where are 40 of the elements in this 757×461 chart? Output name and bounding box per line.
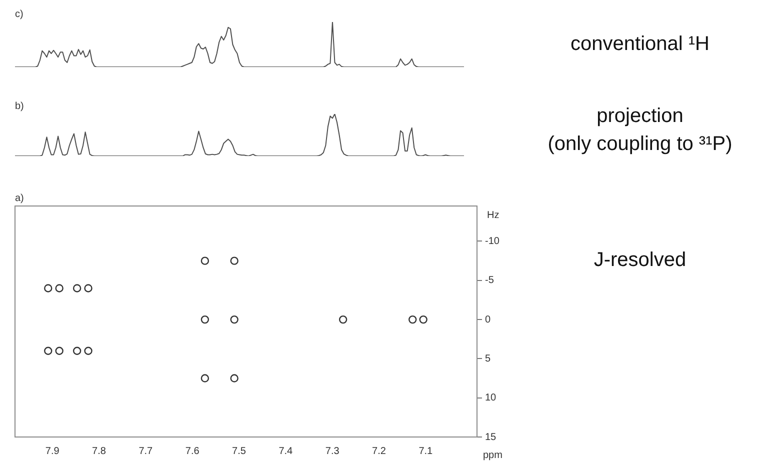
point — [55, 346, 64, 355]
x-tick-label: 7.3 — [325, 446, 340, 457]
y-tick-label: -5 — [485, 275, 494, 286]
y-tick-label: 15 — [485, 432, 497, 443]
point — [230, 256, 238, 265]
chart-title: b) — [15, 100, 24, 112]
x-tick-label: 7.6 — [185, 446, 200, 457]
x-tick-label: 7.4 — [278, 446, 294, 457]
point — [72, 284, 82, 292]
point — [72, 346, 82, 355]
point — [84, 346, 92, 355]
point — [230, 315, 238, 324]
x-tick-label: 7.7 — [138, 446, 154, 457]
x-axis-title: ppm — [483, 450, 502, 461]
point — [44, 284, 52, 292]
y-tick-label: 0 — [485, 314, 491, 326]
point — [200, 374, 210, 382]
y-tick-label: 5 — [485, 353, 491, 364]
text: J-resolved — [592, 248, 688, 273]
y-tick-label: -10 — [485, 236, 500, 247]
x-tick-label: 7.1 — [418, 446, 434, 457]
point — [419, 315, 428, 324]
text: projection (only coupling to ³¹P) — [546, 104, 734, 157]
point — [44, 346, 52, 355]
x-tick-label: 7.2 — [372, 446, 386, 457]
x-tick-label: 7.9 — [45, 446, 60, 457]
x-tick-label: 7.8 — [92, 446, 106, 457]
y-tick-label: 10 — [485, 392, 497, 404]
point — [200, 315, 210, 324]
point — [200, 256, 210, 265]
x-tick-label: 7.5 — [232, 446, 246, 457]
text: conventional ¹H — [570, 32, 710, 57]
chart-title: a) — [15, 192, 24, 204]
chart-title: c) — [15, 8, 24, 20]
point — [408, 315, 417, 324]
point — [84, 284, 92, 292]
y-axis-title: Hz — [487, 210, 500, 221]
point — [338, 315, 348, 324]
point — [55, 284, 64, 292]
point — [230, 374, 238, 382]
